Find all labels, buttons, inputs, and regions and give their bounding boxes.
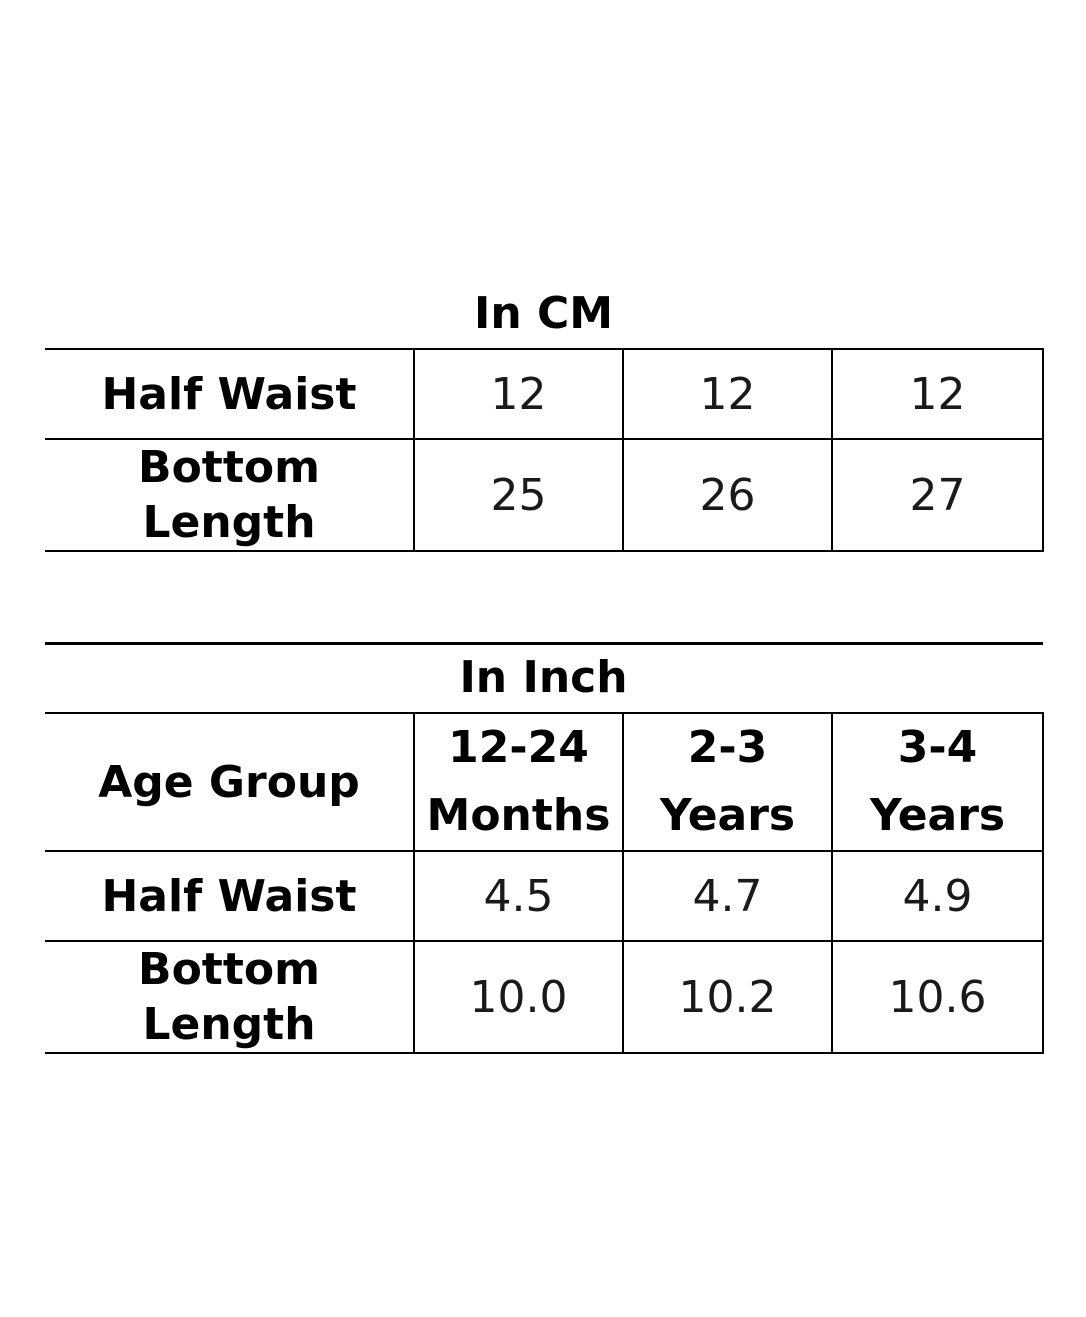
table-cell: 4.7 [622, 850, 833, 943]
inch-size-table: Age Group 12-24 Months 2-3 Years 3-4 Yea… [45, 711, 1044, 1055]
column-header-line: Months [426, 790, 611, 842]
column-header: 2-3 Years [622, 711, 833, 853]
table-cell: 12 [622, 348, 833, 440]
table-cell: 10.6 [831, 940, 1044, 1055]
inch-table-title: In Inch [459, 652, 628, 703]
table-cell: 25 [413, 438, 624, 552]
table-cell: 4.9 [831, 850, 1044, 943]
divider [45, 642, 1043, 645]
column-header-line: 3-4 [897, 722, 978, 773]
table-row: Bottom Length 10.0 10.2 10.6 [45, 940, 1044, 1055]
row-label-bottom-length: Bottom Length [45, 438, 415, 552]
age-group-label: Age Group [45, 711, 415, 853]
table-row: Half Waist 12 12 12 [45, 348, 1044, 440]
table-cell: 26 [622, 438, 833, 552]
column-header-line: Years [659, 790, 796, 842]
cm-table-title: In CM [473, 288, 614, 339]
table-header-row: Age Group 12-24 Months 2-3 Years 3-4 Yea… [45, 711, 1044, 853]
row-label-bottom-length: Bottom Length [45, 940, 415, 1055]
table-cell: 12 [831, 348, 1044, 440]
column-header-line: 12-24 [448, 722, 589, 773]
table-cell: 12 [413, 348, 624, 440]
table-cell: 10.0 [413, 940, 624, 1055]
column-header: 12-24 Months [413, 711, 624, 853]
row-label-half-waist: Half Waist [45, 348, 415, 440]
column-header-line: 2-3 [687, 722, 768, 773]
table-cell: 10.2 [622, 940, 833, 1055]
row-label-half-waist: Half Waist [45, 850, 415, 943]
table-cell: 4.5 [413, 850, 624, 943]
column-header-line: Years [869, 790, 1006, 842]
table-cell: 27 [831, 438, 1044, 552]
cm-size-table: Half Waist 12 12 12 Bottom Length 25 26 … [45, 348, 1044, 552]
table-row: Half Waist 4.5 4.7 4.9 [45, 850, 1044, 943]
column-header: 3-4 Years [831, 711, 1044, 853]
table-row: Bottom Length 25 26 27 [45, 438, 1044, 552]
